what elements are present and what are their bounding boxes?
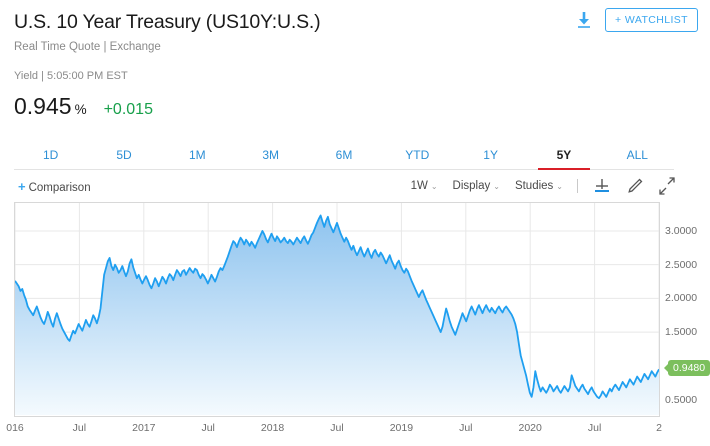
x-axis-tick-label: Jul — [330, 422, 344, 434]
tab-1y[interactable]: 1Y — [483, 148, 498, 162]
page-title: U.S. 10 Year Treasury (US10Y:U.S.) — [14, 11, 321, 33]
tab-1m[interactable]: 1M — [188, 148, 206, 162]
studies-label: Studies — [514, 180, 554, 192]
price-chart[interactable] — [14, 202, 676, 417]
x-axis-tick-label: 2019 — [389, 422, 414, 434]
chart-frame — [14, 202, 660, 417]
x-axis-tick-label: Jul — [72, 422, 87, 434]
interval-dropdown[interactable]: 1W ⌄ — [411, 180, 438, 192]
price-row: 0.945 % +0.015 — [14, 93, 696, 120]
x-axis-tick-label: 2018 — [260, 422, 285, 434]
chart-toolbar: + Comparison 1W ⌄ Display ⌄ Studies ⌄ — [14, 177, 676, 199]
quote-header: U.S. 10 Year Treasury (US10Y:U.S.) Real … — [0, 0, 710, 120]
chevron-down-icon: ⌄ — [493, 182, 500, 191]
percent-symbol: % — [74, 102, 87, 117]
crosshair-icon[interactable] — [592, 177, 612, 195]
x-axis-tick-label: Jul — [459, 422, 473, 434]
download-icon[interactable] — [573, 8, 595, 32]
y-axis-tick-label: 0.5000 — [665, 393, 698, 406]
y-axis-tick-label: 3.0000 — [665, 224, 698, 237]
chart-svg — [14, 202, 660, 417]
x-axis-tick-label: 2 — [656, 422, 662, 434]
y-axis-tick-label: 2.5000 — [665, 258, 698, 271]
studies-dropdown[interactable]: Studies ⌄ — [515, 180, 563, 192]
plus-icon: + — [18, 179, 26, 194]
x-axis-tick-label: Jul — [587, 422, 602, 434]
tab-1d[interactable]: 1D — [42, 148, 59, 162]
add-comparison-button[interactable]: + Comparison — [18, 179, 91, 194]
pencil-icon[interactable] — [626, 177, 644, 195]
current-price: 0.945 — [14, 93, 72, 119]
tab-3m[interactable]: 3M — [262, 148, 279, 162]
header-actions: + WATCHLIST — [573, 8, 698, 32]
x-axis-tick-label: 016 — [6, 422, 24, 434]
display-dropdown[interactable]: Display ⌄ — [453, 180, 500, 192]
display-label: Display — [452, 180, 491, 192]
interval-label: 1W — [410, 180, 428, 192]
toolbar-right: 1W ⌄ Display ⌄ Studies ⌄ — [396, 177, 676, 195]
x-axis-tick-label: 2020 — [518, 422, 542, 434]
tab-6m[interactable]: 6M — [335, 148, 353, 162]
x-axis-tick-label: Jul — [201, 422, 215, 434]
tab-5y[interactable]: 5Y — [527, 143, 600, 170]
chevron-down-icon: ⌄ — [556, 182, 563, 191]
toolbar-divider — [577, 179, 578, 193]
chart-area-fill — [15, 215, 659, 415]
y-axis-tick-label: 1.5000 — [665, 326, 698, 339]
tab-all[interactable]: ALL — [626, 148, 648, 162]
y-axis-tick-label: 2.0000 — [665, 292, 698, 305]
chevron-down-icon: ⌄ — [430, 182, 438, 191]
expand-icon[interactable] — [658, 177, 676, 195]
tab-ytd[interactable]: YTD — [405, 148, 430, 162]
quote-timestamp: Yield | 5:05:00 PM EST — [14, 70, 128, 82]
tab-5d[interactable]: 5D — [116, 148, 132, 162]
x-axis-tick-label: 2017 — [132, 422, 156, 434]
price-change: +0.015 — [103, 101, 153, 118]
quote-subtitle: Real Time Quote | Exchange — [14, 41, 161, 53]
last-price-badge: 0.9480 — [668, 360, 710, 377]
add-to-watchlist-button[interactable]: + WATCHLIST — [605, 8, 698, 32]
x-axis-labels: 016 Jul 2017 Jul 2018 Jul 2019 Jul 2020 Jul 2 — [6, 420, 676, 436]
range-tabs: 1D 5D 1M 3M 6M YTD 1Y 5Y ALL — [14, 143, 674, 170]
chart-line — [14, 214, 660, 400]
comparison-label: Comparison — [28, 182, 91, 194]
